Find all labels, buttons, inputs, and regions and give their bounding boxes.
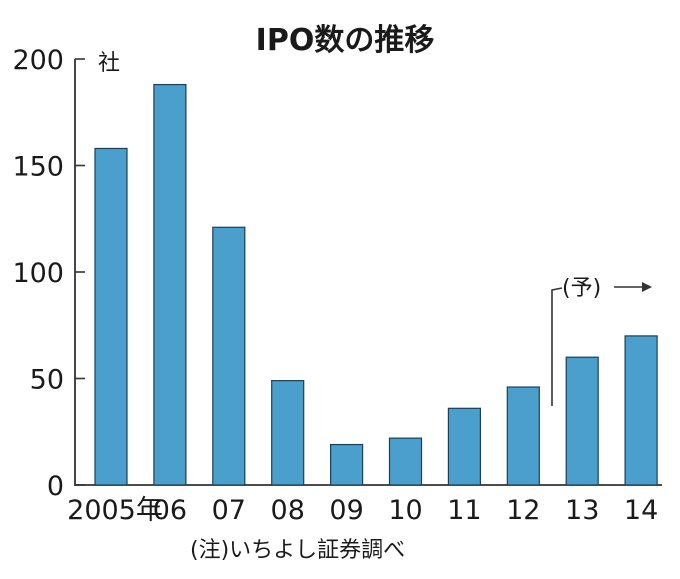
y-tick-label: 100 bbox=[12, 258, 64, 289]
x-tick-label: 08 bbox=[271, 495, 305, 526]
chart-title: IPO数の推移 bbox=[256, 23, 435, 58]
bar-12 bbox=[506, 386, 540, 486]
bar-10 bbox=[388, 437, 423, 486]
y-axis-unit-label: 社 bbox=[98, 51, 120, 76]
x-tick-label: 06 bbox=[153, 495, 187, 526]
bar-2005年 bbox=[94, 147, 128, 486]
x-tick-label: 13 bbox=[565, 495, 599, 526]
bar-group bbox=[94, 83, 658, 486]
forecast-label: (予) bbox=[562, 276, 601, 301]
x-tick-label: 07 bbox=[212, 495, 246, 526]
y-tick-group: 0 50 100 150 200 bbox=[12, 45, 85, 502]
x-tick-label: 09 bbox=[329, 495, 363, 526]
forecast-bracket-line bbox=[551, 287, 563, 406]
bar-11 bbox=[447, 407, 481, 486]
x-tick-label: 10 bbox=[388, 495, 422, 526]
bar-08 bbox=[271, 380, 305, 486]
y-tick-label: 50 bbox=[30, 365, 64, 396]
bar-14 bbox=[624, 335, 658, 486]
forecast-marker: (予) bbox=[551, 276, 652, 406]
y-tick-label: 200 bbox=[12, 45, 64, 76]
bar-09 bbox=[330, 443, 364, 486]
y-tick-label: 150 bbox=[12, 152, 64, 183]
x-tick-label: 11 bbox=[447, 495, 481, 526]
forecast-arrow-icon bbox=[642, 282, 652, 292]
x-tick-label: 2005年 bbox=[67, 495, 163, 526]
bar-13 bbox=[565, 356, 599, 486]
x-tick-label: 14 bbox=[624, 495, 658, 526]
y-tick-label: 0 bbox=[47, 471, 64, 502]
source-note: (注)いちよし証券調べ bbox=[190, 538, 405, 563]
x-tick-label: 12 bbox=[506, 495, 540, 526]
bar-07 bbox=[212, 226, 246, 486]
bar-06 bbox=[153, 83, 187, 486]
